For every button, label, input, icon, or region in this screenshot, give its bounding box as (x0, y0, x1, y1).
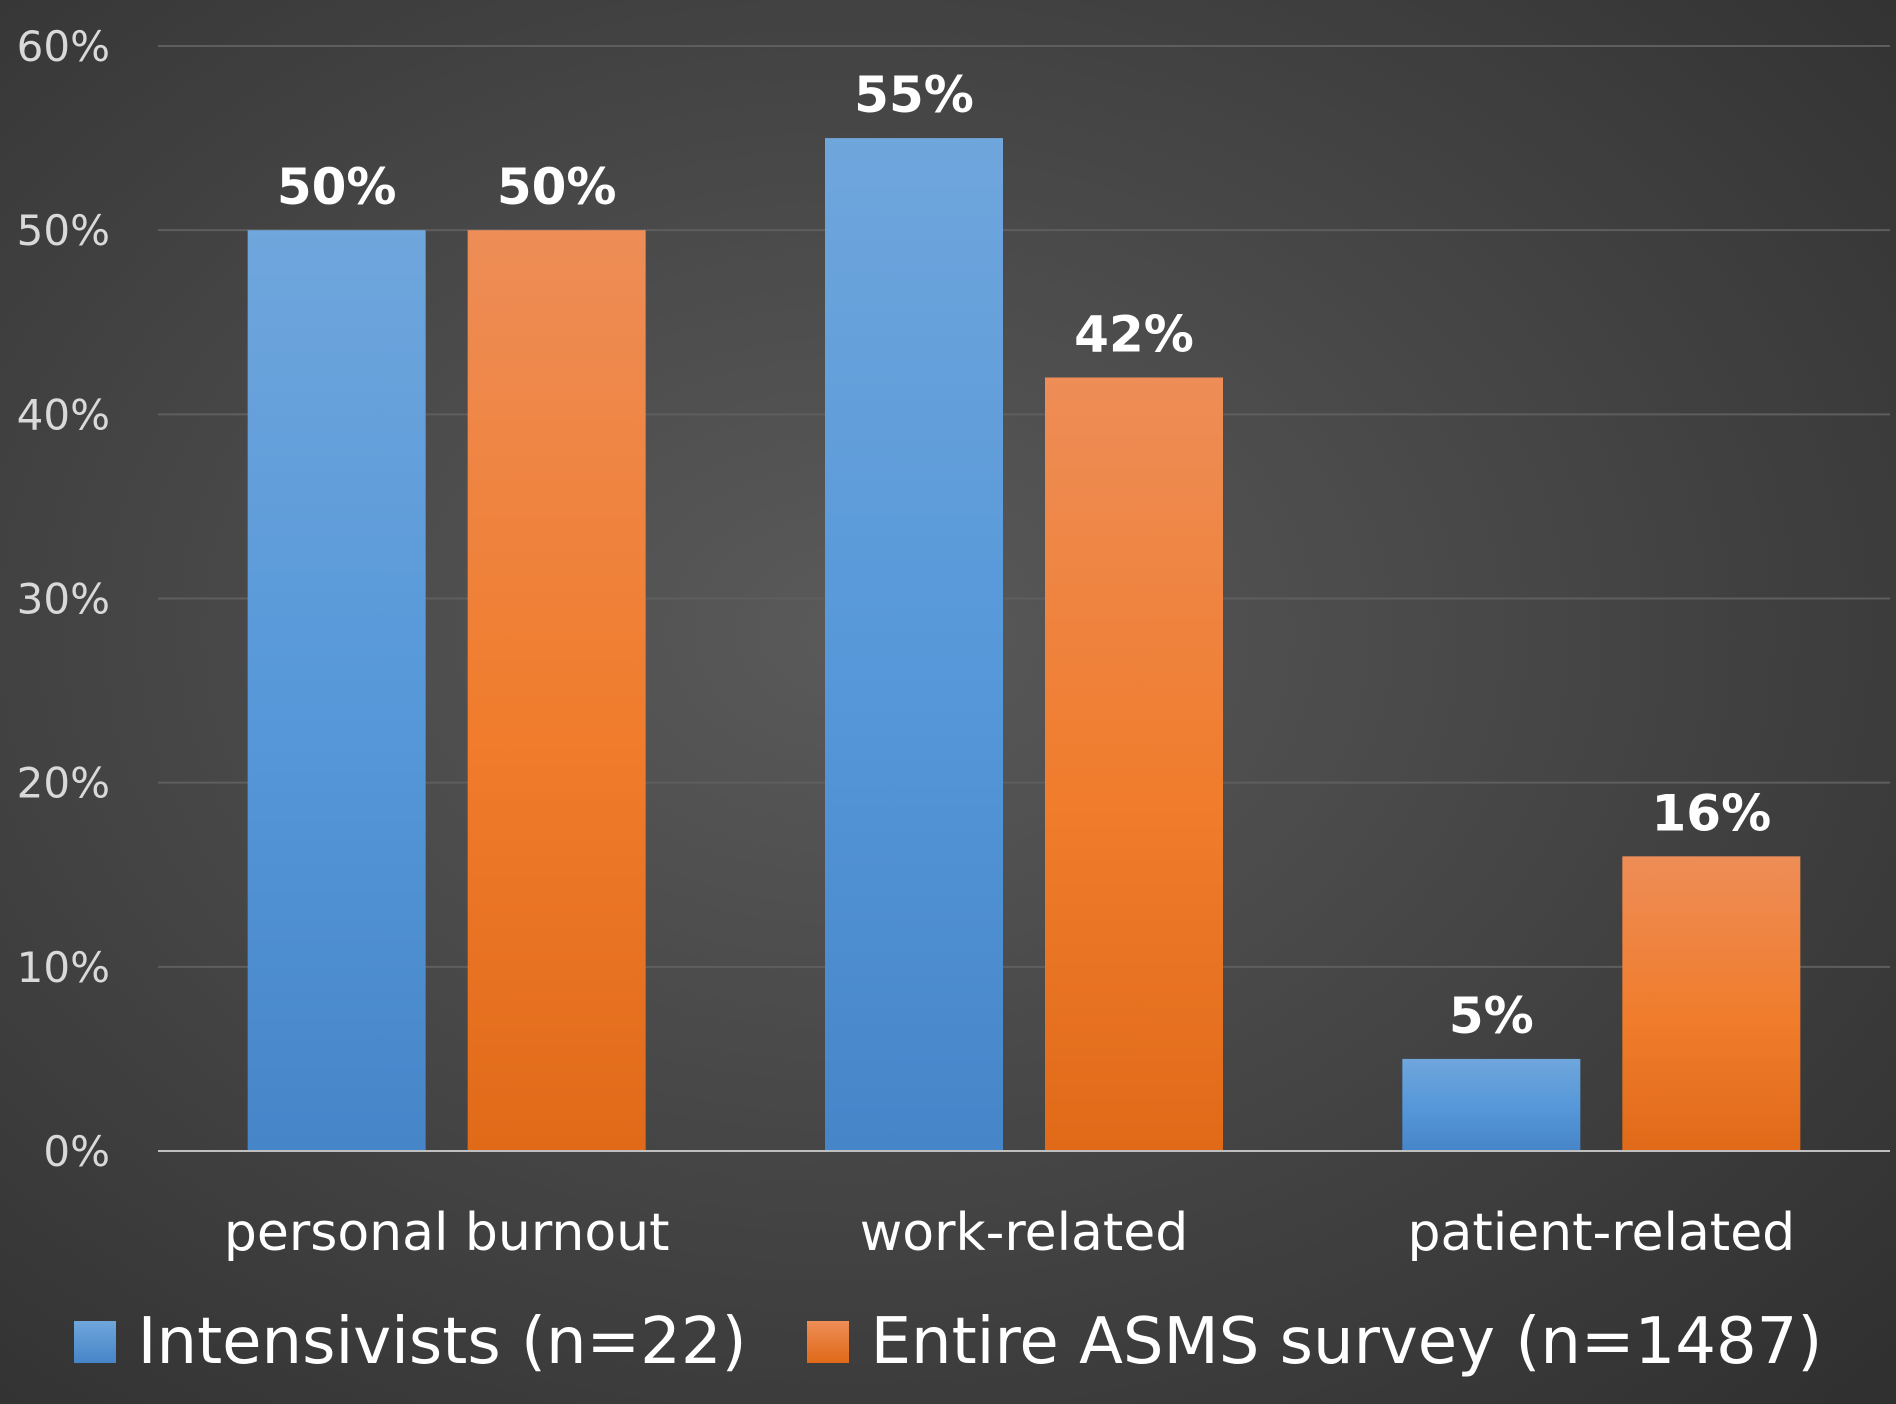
data-label-patient-related-asms-survey: 16% (1651, 784, 1771, 842)
y-tick-label-50: 50% (17, 206, 110, 255)
bar-personal-burnout-asms-survey (467, 230, 646, 1151)
legend: Intensivists (n=22) Entire ASMS survey (… (0, 1302, 1896, 1382)
y-tick-label-40: 40% (17, 390, 110, 439)
y-tick-label-20: 20% (17, 759, 110, 808)
y-tick-label-10: 10% (17, 943, 110, 992)
y-axis-ticks: 0% 10% 20% 30% 40% 50% 60% (17, 22, 110, 1176)
legend-label-asms-survey: Entire ASMS survey (n=1487) (870, 1305, 1823, 1379)
data-label-work-related-intensivists: 55% (854, 66, 974, 124)
bar-patient-related-asms-survey (1622, 856, 1801, 1151)
data-labels: 50% 50% 55% 42% 5% 16% (277, 66, 1771, 1045)
legend-item-asms-survey: Entire ASMS survey (n=1487) (806, 1305, 1823, 1379)
bar-personal-burnout-intensivists (247, 230, 426, 1151)
data-label-personal-burnout-intensivists: 50% (277, 158, 397, 216)
legend-swatch-asms-survey (806, 1321, 849, 1363)
data-label-personal-burnout-asms-survey: 50% (497, 158, 617, 216)
category-label-work-related: work-related (860, 1203, 1189, 1263)
y-tick-label-0: 0% (43, 1127, 110, 1176)
data-label-patient-related-intensivists: 5% (1449, 987, 1534, 1045)
y-tick-label-60: 60% (17, 22, 110, 71)
category-label-personal-burnout: personal burnout (224, 1203, 670, 1263)
bar-work-related-intensivists (825, 138, 1003, 1152)
category-label-patient-related: patient-related (1407, 1203, 1795, 1263)
data-label-work-related-asms-survey: 42% (1074, 306, 1194, 364)
legend-item-intensivists: Intensivists (n=22) (73, 1305, 747, 1379)
bar-work-related-asms-survey (1045, 377, 1223, 1151)
bar-patient-related-intensivists (1402, 1058, 1581, 1151)
y-tick-label-30: 30% (17, 575, 110, 624)
gridlines (158, 45, 1890, 968)
legend-swatch-intensivists (73, 1321, 116, 1363)
bars (247, 138, 1801, 1152)
legend-label-intensivists: Intensivists (n=22) (137, 1305, 747, 1379)
category-labels: personal burnout work-related patient-rela… (224, 1203, 1795, 1263)
